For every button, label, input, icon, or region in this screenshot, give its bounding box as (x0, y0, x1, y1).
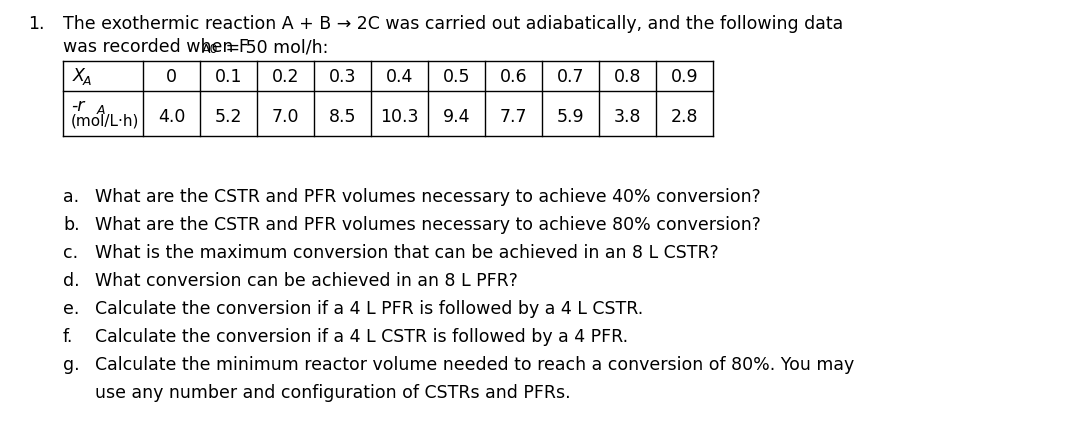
Text: What are the CSTR and PFR volumes necessary to achieve 40% conversion?: What are the CSTR and PFR volumes necess… (95, 187, 761, 206)
Text: 3.8: 3.8 (614, 107, 642, 125)
Text: X: X (72, 67, 85, 85)
Text: d.: d. (63, 271, 80, 289)
Text: 4.0: 4.0 (158, 107, 185, 125)
Text: = 50 mol/h:: = 50 mol/h: (220, 38, 328, 56)
Text: f.: f. (63, 327, 74, 345)
Text: Calculate the conversion if a 4 L PFR is followed by a 4 L CSTR.: Calculate the conversion if a 4 L PFR is… (95, 299, 643, 317)
Text: 7.7: 7.7 (500, 107, 528, 125)
Text: -r: -r (71, 97, 84, 115)
Text: 0.9: 0.9 (671, 68, 698, 86)
Text: c.: c. (63, 243, 78, 261)
Text: 5.9: 5.9 (556, 107, 584, 125)
Text: 0.3: 0.3 (328, 68, 356, 86)
Text: 0.5: 0.5 (442, 68, 470, 86)
Text: 8.5: 8.5 (328, 107, 356, 125)
Text: (mol/L·h): (mol/L·h) (71, 114, 140, 129)
Text: 0.8: 0.8 (614, 68, 642, 86)
Text: A: A (97, 104, 106, 117)
Text: Calculate the minimum reactor volume needed to reach a conversion of 80%. You ma: Calculate the minimum reactor volume nee… (95, 355, 854, 373)
Text: e.: e. (63, 299, 79, 317)
Text: What are the CSTR and PFR volumes necessary to achieve 80% conversion?: What are the CSTR and PFR volumes necess… (95, 215, 761, 233)
Text: 0.1: 0.1 (214, 68, 242, 86)
Text: 10.3: 10.3 (381, 107, 419, 125)
Text: b.: b. (63, 215, 80, 233)
Text: 0.4: 0.4 (386, 68, 414, 86)
Text: a.: a. (63, 187, 79, 206)
Text: g.: g. (63, 355, 80, 373)
Text: The exothermic reaction A + B → 2C was carried out adiabatically, and the follow: The exothermic reaction A + B → 2C was c… (63, 15, 843, 33)
Text: use any number and configuration of CSTRs and PFRs.: use any number and configuration of CSTR… (95, 383, 570, 401)
Text: 9.4: 9.4 (442, 107, 470, 125)
Text: What conversion can be achieved in an 8 L PFR?: What conversion can be achieved in an 8 … (95, 271, 518, 289)
Text: What is the maximum conversion that can be achieved in an 8 L CSTR?: What is the maximum conversion that can … (95, 243, 718, 261)
Text: 0.7: 0.7 (556, 68, 584, 86)
Text: 0: 0 (166, 68, 177, 86)
Text: was recorded when F: was recorded when F (63, 38, 248, 56)
Text: 0.2: 0.2 (272, 68, 300, 86)
Text: 5.2: 5.2 (214, 107, 242, 125)
Text: A0: A0 (201, 43, 219, 56)
Text: Calculate the conversion if a 4 L CSTR is followed by a 4 PFR.: Calculate the conversion if a 4 L CSTR i… (95, 327, 628, 345)
Text: 7.0: 7.0 (272, 107, 300, 125)
Text: 2.8: 2.8 (671, 107, 698, 125)
Text: A: A (83, 75, 92, 88)
Text: 1.: 1. (28, 15, 45, 33)
Text: 0.6: 0.6 (500, 68, 528, 86)
